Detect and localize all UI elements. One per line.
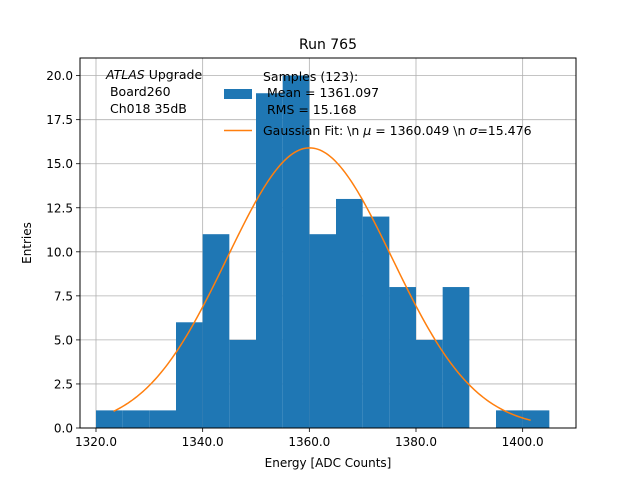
legend-fit-text: Gaussian Fit: \n μ = 1360.049 \n σ=15.47… <box>263 123 532 138</box>
legend: Samples (123): Mean = 1361.097 RMS = 15.… <box>224 69 532 138</box>
y-tick-label-3: 7.5 <box>54 289 73 303</box>
annotation-italic: ATLAS <box>105 67 145 82</box>
plot-frame <box>79 57 577 429</box>
annotation-line-3: Ch018 35dB <box>106 101 187 116</box>
legend-fit-sigma: σ <box>469 123 478 138</box>
legend-samples-line-2: Mean = 1361.097 <box>263 85 379 100</box>
y-tick-label-0: 0.0 <box>54 422 73 436</box>
x-axis-ticks: 1320.0 1340.0 1360.0 1380.0 1400.0 <box>75 428 544 449</box>
annotation-line-2: Board260 <box>106 84 171 99</box>
legend-samples-line-3: RMS = 15.168 <box>263 102 357 117</box>
histogram-bars <box>96 75 550 428</box>
histogram-bar-15 <box>496 410 523 428</box>
legend-fit-prefix: Gaussian Fit: \n <box>263 123 363 138</box>
x-tick-label-3: 1380.0 <box>395 435 437 449</box>
y-axis-ticks: 0.0 2.5 5.0 7.5 10.0 12.5 15.0 17.5 20.0 <box>46 69 80 436</box>
histogram-bar-6 <box>256 93 283 428</box>
y-tick-label-7: 17.5 <box>46 113 73 127</box>
y-axis-label: Entries <box>20 222 34 264</box>
y-tick-label-2: 5.0 <box>54 333 73 347</box>
y-tick-label-4: 10.0 <box>46 245 73 259</box>
chart-title: Run 765 <box>299 37 357 53</box>
y-tick-label-1: 2.5 <box>54 377 73 391</box>
histogram-bar-9 <box>336 198 363 428</box>
y-tick-label-8: 20.0 <box>46 69 73 83</box>
legend-fit-sigma-value: =15.476 <box>477 123 531 138</box>
histogram-bar-16 <box>522 410 550 428</box>
x-axis-label: Energy [ADC Counts] <box>265 456 392 470</box>
legend-fit-mu-value: = 1360.049 \n <box>371 123 469 138</box>
histogram-bar-4 <box>202 234 230 428</box>
annotation-box: ATLAS Upgrade Board260 Ch018 35dB <box>105 67 202 116</box>
histogram-bar-10 <box>362 216 390 428</box>
histogram-bar-11 <box>389 287 416 428</box>
gaussian-fit-curve <box>113 147 531 421</box>
histogram-bar-0 <box>96 410 123 428</box>
histogram-bar-1 <box>122 410 150 428</box>
y-tick-label-6: 15.0 <box>46 157 73 171</box>
legend-samples-line-1: Samples (123): <box>263 69 358 84</box>
histogram-bar-5 <box>229 339 256 428</box>
histogram-bar-8 <box>309 234 336 428</box>
x-tick-label-0: 1320.0 <box>75 435 117 449</box>
histogram-bar-7 <box>282 75 310 428</box>
legend-fit-mu: μ <box>362 123 371 138</box>
annotation-line-1: ATLAS Upgrade <box>105 67 202 82</box>
x-tick-label-2: 1360.0 <box>288 435 330 449</box>
y-tick-label-5: 12.5 <box>46 201 73 215</box>
gaussian-fit <box>113 147 531 421</box>
x-tick-label-1: 1340.0 <box>182 435 224 449</box>
histogram-bar-3 <box>176 322 203 428</box>
x-tick-label-4: 1400.0 <box>502 435 544 449</box>
histogram-bar-12 <box>416 339 443 428</box>
annotation-upgrade: Upgrade <box>145 67 203 82</box>
histogram-bar-2 <box>149 410 176 428</box>
legend-marker-samples <box>224 89 252 99</box>
